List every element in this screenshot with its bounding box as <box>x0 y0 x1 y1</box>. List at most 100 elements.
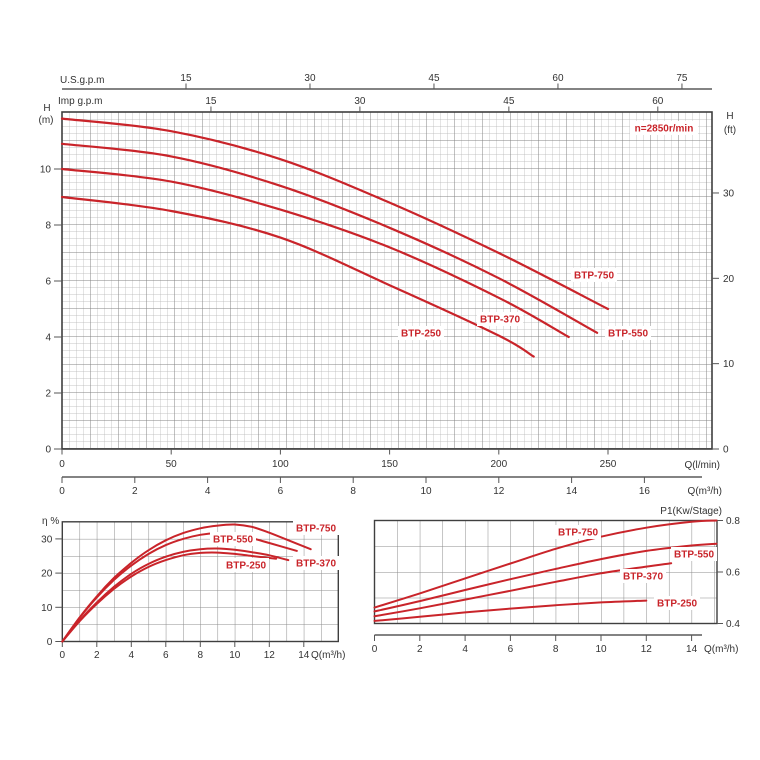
curve-btp-550 <box>60 142 599 334</box>
power-q-tick-label: 10 <box>595 644 607 655</box>
curve-btp-370 <box>60 167 570 339</box>
kw-tick-label: 0.4 <box>726 619 740 630</box>
head-m-tick-label: 2 <box>45 389 51 400</box>
curve-label-btp-370: BTP-370 <box>296 559 336 570</box>
power-curve-btp-370 <box>373 562 673 618</box>
m3h-tick-label: 12 <box>493 486 505 497</box>
head-m-tick-label: 0 <box>45 445 51 456</box>
curve-label-btp-250: BTP-250 <box>226 561 266 572</box>
efficiency-x-axis-title: Q(m³/h) <box>311 650 345 661</box>
power-chart: P1(Kw/Stage) Q(m³/h) 0.4 0.6 0.8 0 2 4 6 8 10 12 1… <box>372 506 741 655</box>
power-x-axis-title: Q(m³/h) <box>704 644 738 655</box>
m3h-tick-label: 6 <box>278 486 284 497</box>
curve-label-btp-250: BTP-250 <box>657 599 697 610</box>
power-curve-btp-750 <box>373 519 718 609</box>
eff-q-tick-label: 10 <box>229 650 241 661</box>
m3h-tick-label: 0 <box>59 486 65 497</box>
usgpm-tick-label: 15 <box>180 73 192 84</box>
head-right-axis-symbol: H <box>726 111 733 122</box>
kw-tick-label: 0.6 <box>726 568 740 579</box>
curve-label-bg <box>654 596 700 610</box>
efficiency-curve-btp-250 <box>61 551 278 643</box>
usgpm-tick-label: 30 <box>304 73 316 84</box>
curve-label-btp-250: BTP-250 <box>401 329 441 340</box>
efficiency-chart: η % Q(m³/h) 0 10 20 30 0 2 4 6 8 10 12 14 BTP-750 BTP… <box>41 516 345 661</box>
head-right-axis-unit: (ft) <box>724 125 736 136</box>
curve-label-bg <box>620 569 666 583</box>
usgpm-tick-label: 75 <box>676 73 688 84</box>
curve-label-btp-370: BTP-370 <box>623 572 663 583</box>
eta-tick-label: 30 <box>41 534 53 545</box>
head-m-tick-label: 6 <box>45 277 51 288</box>
curve-label-bg <box>223 558 269 572</box>
efficiency-y-axis-title: η % <box>42 516 59 527</box>
curve-label-btp-550: BTP-550 <box>608 329 648 340</box>
head-ft-tick-label: 0 <box>723 445 729 456</box>
curve-label-bg <box>630 121 698 135</box>
eta-tick-label: 10 <box>41 603 53 614</box>
curve-label-bg <box>293 521 339 535</box>
efficiency-chart-content: 0 10 20 30 0 2 4 6 8 10 12 14 BTP-750 BTP-550 BTP-250 B… <box>41 521 339 661</box>
curve-label-bg <box>398 326 444 340</box>
head-ft-tick-label: 20 <box>723 274 735 285</box>
m3h-tick-label: 14 <box>566 486 578 497</box>
power-curve-btp-250 <box>373 599 648 622</box>
curve-label-bg <box>571 268 617 282</box>
lmin-tick-label: 250 <box>600 459 617 470</box>
usgpm-tick-label: 60 <box>552 73 564 84</box>
curve-label-btp-750: BTP-750 <box>296 524 336 535</box>
head-ft-tick-label: 10 <box>723 359 735 370</box>
head-m-tick-label: 4 <box>45 333 51 344</box>
power-curve-btp-550 <box>373 542 718 613</box>
impgpm-tick-label: 45 <box>503 96 515 107</box>
lmin-tick-label: 200 <box>490 459 507 470</box>
m3h-tick-label: 16 <box>639 486 651 497</box>
power-chart-content: 0.4 0.6 0.8 0 2 4 6 8 10 12 14 BTP-750 BTP-550 BTP-37… <box>372 516 741 655</box>
eff-q-tick-label: 0 <box>60 650 66 661</box>
eff-q-tick-label: 2 <box>94 650 100 661</box>
impgpm-tick-label: 60 <box>652 96 664 107</box>
curve-label-n-2850r-min: n=2850r/min <box>635 124 694 135</box>
efficiency-grid <box>62 521 339 642</box>
power-q-tick-label: 4 <box>462 644 468 655</box>
m3h-tick-label: 8 <box>350 486 356 497</box>
lmin-tick-label: 150 <box>381 459 398 470</box>
m3h-axis-title: Q(m³/h) <box>688 486 722 497</box>
impgpm-tick-label: 30 <box>354 96 366 107</box>
head-chart: U.S.g.p.m Imp g.p.m H (m) H (ft) Q(l/min… <box>39 73 737 497</box>
power-q-tick-label: 6 <box>508 644 514 655</box>
head-m-tick-label: 8 <box>45 221 51 232</box>
head-left-axis-symbol: H <box>43 103 50 114</box>
power-q-tick-label: 14 <box>686 644 698 655</box>
eta-tick-label: 0 <box>47 637 53 648</box>
eff-q-tick-label: 6 <box>163 650 169 661</box>
lmin-tick-label: 0 <box>59 459 65 470</box>
curve-btp-750 <box>60 117 610 311</box>
head-left-axis-unit: (m) <box>39 115 54 126</box>
lmin-tick-label: 100 <box>272 459 289 470</box>
eff-q-tick-label: 4 <box>129 650 135 661</box>
power-q-tick-label: 2 <box>417 644 423 655</box>
usgpm-axis-title: U.S.g.p.m <box>60 75 104 86</box>
lmin-axis-title: Q(l/min) <box>684 460 720 471</box>
kw-tick-label: 0.8 <box>726 516 740 527</box>
curve-label-btp-550: BTP-550 <box>213 535 253 546</box>
eff-q-tick-label: 8 <box>198 650 204 661</box>
curve-label-btp-370: BTP-370 <box>480 315 520 326</box>
m3h-tick-label: 2 <box>132 486 138 497</box>
efficiency-curve-btp-370 <box>61 547 290 643</box>
curve-label-bg <box>605 326 651 340</box>
impgpm-tick-label: 15 <box>205 96 217 107</box>
eff-q-tick-label: 12 <box>264 650 276 661</box>
power-y-axis-title: P1(Kw/Stage) <box>660 506 722 517</box>
impgpm-axis-title: Imp g.p.m <box>58 96 102 107</box>
curve-label-bg <box>293 556 339 570</box>
eff-q-tick-label: 14 <box>298 650 310 661</box>
m3h-tick-label: 10 <box>420 486 432 497</box>
curve-label-bg <box>477 312 523 326</box>
power-q-tick-label: 12 <box>641 644 653 655</box>
curve-btp-250 <box>60 195 535 358</box>
